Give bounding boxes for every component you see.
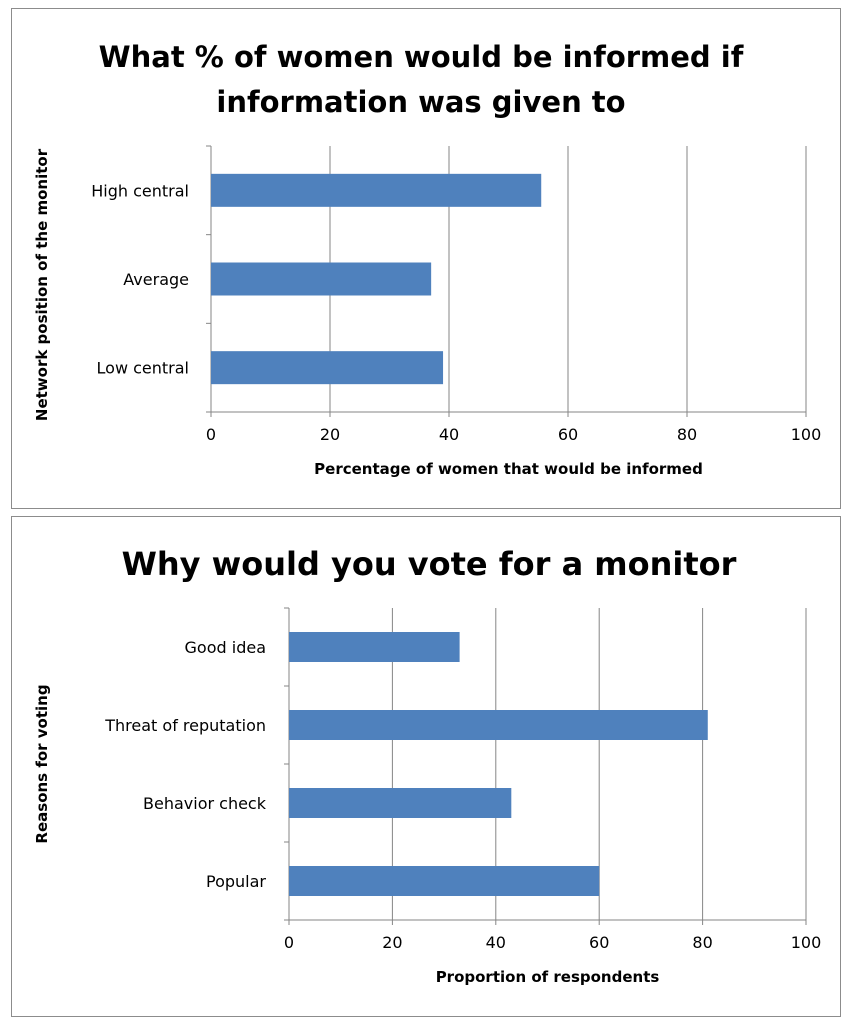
category-label: Average xyxy=(123,270,189,289)
x-tick-label: 100 xyxy=(791,933,822,952)
chart-panel-voting-reasons: Why would you vote for a monitor 0 20 40 60 8… xyxy=(11,516,841,1017)
x-tick-label: 0 xyxy=(206,425,216,444)
chart-network-position: What % of women would be informed if info… xyxy=(33,40,822,478)
y-axis-title: Reasons for voting xyxy=(33,684,51,843)
x-tick-label: 80 xyxy=(677,425,697,444)
bar-threat-of-reputation xyxy=(289,710,708,740)
x-tick-label: 60 xyxy=(589,933,609,952)
chart-title-line: What % of women would be informed if xyxy=(99,40,744,74)
chart-panel-network-position: What % of women would be informed if info… xyxy=(11,8,841,509)
category-label: Good idea xyxy=(185,638,266,657)
x-tick-label: 0 xyxy=(284,933,294,952)
x-axis-title: Proportion of respondents xyxy=(436,968,660,986)
x-tick-label: 100 xyxy=(791,425,822,444)
x-tick-label: 20 xyxy=(320,425,340,444)
x-tick-label: 20 xyxy=(382,933,402,952)
chart-title-line: information was given to xyxy=(216,85,625,119)
chart-voting-reasons: Why would you vote for a monitor 0 20 40 60 8… xyxy=(33,545,822,986)
bar-behavior-check xyxy=(289,788,512,818)
category-label: Popular xyxy=(206,872,266,891)
y-axis-title: Network position of the monitor xyxy=(33,148,51,421)
category-label: High central xyxy=(91,181,189,200)
category-label: Behavior check xyxy=(143,794,267,813)
bar-good-idea xyxy=(289,632,460,662)
x-tick-label: 80 xyxy=(692,933,712,952)
x-tick-label: 60 xyxy=(558,425,578,444)
bar-low-central xyxy=(211,351,444,385)
chart-title-line: Why would you vote for a monitor xyxy=(122,545,737,583)
x-tick-label: 40 xyxy=(486,933,506,952)
x-axis-title: Percentage of women that would be inform… xyxy=(314,460,703,478)
category-label: Low central xyxy=(97,359,189,378)
category-label: Threat of reputation xyxy=(104,716,266,735)
x-tick-label: 40 xyxy=(439,425,459,444)
bar-average xyxy=(211,262,432,296)
bar-high-central xyxy=(211,173,542,207)
bar-popular xyxy=(289,866,600,896)
